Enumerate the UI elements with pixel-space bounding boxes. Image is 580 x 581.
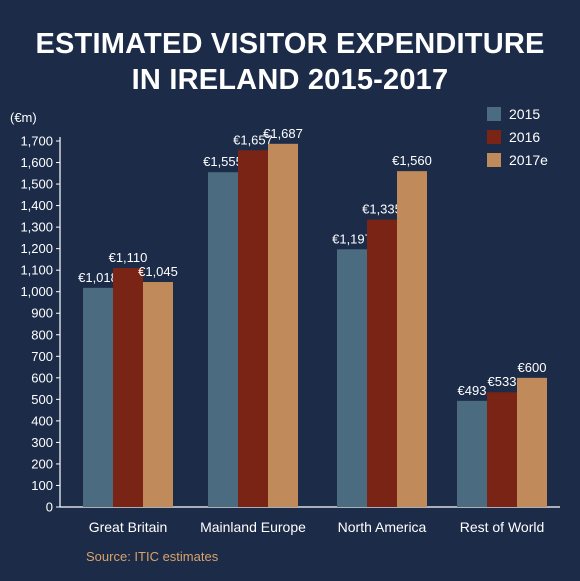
data-label: €1,560: [392, 153, 432, 168]
bar-2015-great-britain: [83, 287, 113, 507]
legend-label-2017e: 2017e: [509, 152, 548, 168]
y-tick-label: 1,100: [20, 263, 53, 278]
bar-2017e-great-britain: [143, 282, 173, 507]
legend-swatch-2017e: [487, 153, 501, 167]
y-tick-label: 100: [31, 478, 53, 493]
y-tick-label: 1,400: [20, 198, 53, 213]
source-note: Source: ITIC estimates: [86, 549, 219, 564]
y-tick-label: 900: [31, 306, 53, 321]
chart-title-line2: IN IRELAND 2015-2017: [131, 64, 449, 96]
x-category-label: Rest of World: [460, 519, 545, 535]
y-tick-label: 700: [31, 349, 53, 364]
bar-2016-great-britain: [113, 268, 143, 507]
data-label: €1,555: [203, 154, 243, 169]
y-tick-label: 400: [31, 413, 53, 428]
data-label: €1,018: [78, 270, 118, 285]
data-label: €1,335: [362, 202, 402, 217]
y-tick-label: 200: [31, 456, 53, 471]
y-tick-label: 600: [31, 370, 53, 385]
y-tick-label: 1,300: [20, 220, 53, 235]
bar-2016-mainland-europe: [238, 150, 268, 508]
x-category-label: Great Britain: [89, 519, 168, 535]
data-label: €600: [518, 360, 547, 375]
data-label: €1,687: [263, 126, 303, 141]
legend-label-2016: 2016: [509, 129, 540, 145]
bar-2015-mainland-europe: [208, 172, 238, 507]
y-tick-label: 300: [31, 435, 53, 450]
bar-2016-north-america: [367, 219, 397, 508]
y-tick-label: 1,600: [20, 155, 53, 170]
bar-2017e-rest-of-world: [517, 377, 547, 507]
data-label: €533: [488, 374, 517, 389]
data-label: €1,657: [233, 132, 273, 147]
data-label: €1,045: [138, 264, 178, 279]
bar-2015-rest-of-world: [457, 400, 487, 507]
y-tick-label: 1,000: [20, 284, 53, 299]
legend-swatch-2016: [487, 130, 501, 144]
bar-2017e-mainland-europe: [268, 143, 298, 507]
x-category-label: North America: [338, 519, 427, 535]
bar-2016-rest-of-world: [487, 392, 517, 507]
y-axis-unit-label: (€m): [10, 110, 37, 125]
y-tick-label: 1,700: [20, 134, 53, 149]
y-tick-label: 1,500: [20, 177, 53, 192]
legend-swatch-2015: [487, 107, 501, 121]
y-tick-label: 500: [31, 392, 53, 407]
bar-2015-north-america: [337, 249, 367, 507]
data-label: €1,197: [332, 231, 372, 246]
bar-2017e-north-america: [397, 171, 427, 507]
chart-title: ESTIMATED VISITOR EXPENDITURE IN IRELAND…: [0, 26, 580, 98]
chart-title-line1: ESTIMATED VISITOR EXPENDITURE: [35, 28, 545, 60]
y-tick-label: 800: [31, 327, 53, 342]
y-tick-label: 1,200: [20, 241, 53, 256]
data-label: €493: [458, 383, 487, 398]
legend-label-2015: 2015: [509, 106, 540, 122]
x-category-label: Mainland Europe: [200, 519, 306, 535]
data-label: €1,110: [109, 250, 148, 265]
y-tick-label: 0: [46, 500, 53, 515]
